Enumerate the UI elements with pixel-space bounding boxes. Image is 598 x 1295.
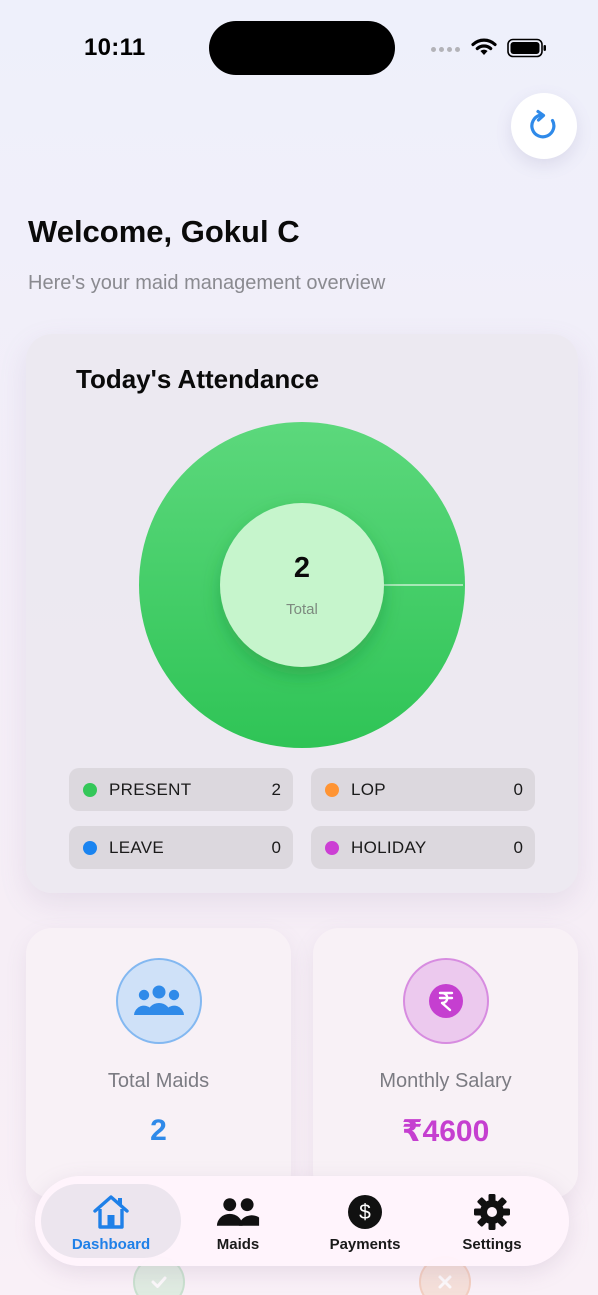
nav-label: Maids	[216, 1236, 260, 1253]
legend-value: 0	[513, 779, 523, 799]
dynamic-island	[209, 21, 395, 75]
legend-label: HOLIDAY	[351, 837, 427, 857]
legend-label: LEAVE	[109, 837, 165, 857]
total-maids-icon-ring	[116, 958, 202, 1044]
legend-dot-leave	[83, 840, 97, 855]
nav-payments[interactable]: $ Payments	[321, 1184, 409, 1258]
bottom-nav: Dashboard Maids $ Payments	[35, 1176, 569, 1266]
total-maids-card[interactable]: Total Maids 2	[26, 928, 291, 1198]
monthly-salary-card[interactable]: Monthly Salary ₹4600	[313, 928, 578, 1198]
gear-icon	[474, 1194, 510, 1230]
legend-dot-lop	[325, 782, 339, 797]
legend-dot-holiday	[325, 840, 339, 855]
monthly-salary-icon-ring	[403, 958, 489, 1044]
battery-icon	[507, 38, 546, 58]
legend-item-present[interactable]: PRESENT 2	[69, 768, 293, 811]
legend-dot-present	[83, 782, 97, 797]
nav-label: Dashboard	[71, 1236, 151, 1253]
legend-label: PRESENT	[109, 779, 192, 799]
refresh-icon	[530, 109, 556, 139]
nav-label: Settings	[462, 1236, 522, 1253]
total-maids-value: 2	[150, 1114, 167, 1147]
donut-center-value: 2	[293, 552, 311, 584]
nav-settings[interactable]: Settings	[449, 1184, 535, 1258]
legend-value: 2	[271, 779, 281, 799]
welcome-subtitle: Here's your maid management overview	[28, 272, 386, 294]
refresh-button[interactable]	[511, 93, 577, 159]
cellular-signal-icon	[431, 47, 460, 52]
legend-label: LOP	[351, 779, 386, 799]
monthly-salary-value: ₹4600	[401, 1115, 490, 1148]
wifi-icon	[471, 38, 497, 55]
nav-maids[interactable]: Maids	[201, 1184, 275, 1258]
legend-item-lop[interactable]: LOP 0	[311, 768, 535, 811]
people-icon	[216, 1198, 260, 1226]
legend-item-leave[interactable]: LEAVE 0	[69, 826, 293, 869]
home-icon	[93, 1195, 129, 1229]
status-time: 10:11	[84, 34, 146, 61]
donut-center-disc	[220, 503, 384, 667]
legend-item-holiday[interactable]: HOLIDAY 0	[311, 826, 535, 869]
legend-value: 0	[513, 837, 523, 857]
svg-text:$: $	[359, 1201, 371, 1224]
status-bar: 10:11	[0, 0, 598, 96]
attendance-card: Today's Attendance 2 Total PRESENT 2 LOP…	[26, 334, 578, 893]
group-icon	[134, 985, 184, 1015]
donut-center-label: Total	[286, 601, 318, 618]
dollar-icon: $	[348, 1195, 382, 1229]
rupee-icon	[429, 984, 463, 1018]
monthly-salary-label: Monthly Salary	[379, 1070, 512, 1092]
attendance-card-title: Today's Attendance	[76, 364, 320, 394]
total-maids-label: Total Maids	[107, 1070, 210, 1092]
attendance-donut-chart	[139, 422, 465, 748]
legend-value: 0	[271, 837, 281, 857]
welcome-title: Welcome, Gokul C	[28, 214, 300, 249]
nav-label: Payments	[329, 1236, 401, 1253]
nav-dashboard[interactable]: Dashboard	[41, 1184, 181, 1258]
